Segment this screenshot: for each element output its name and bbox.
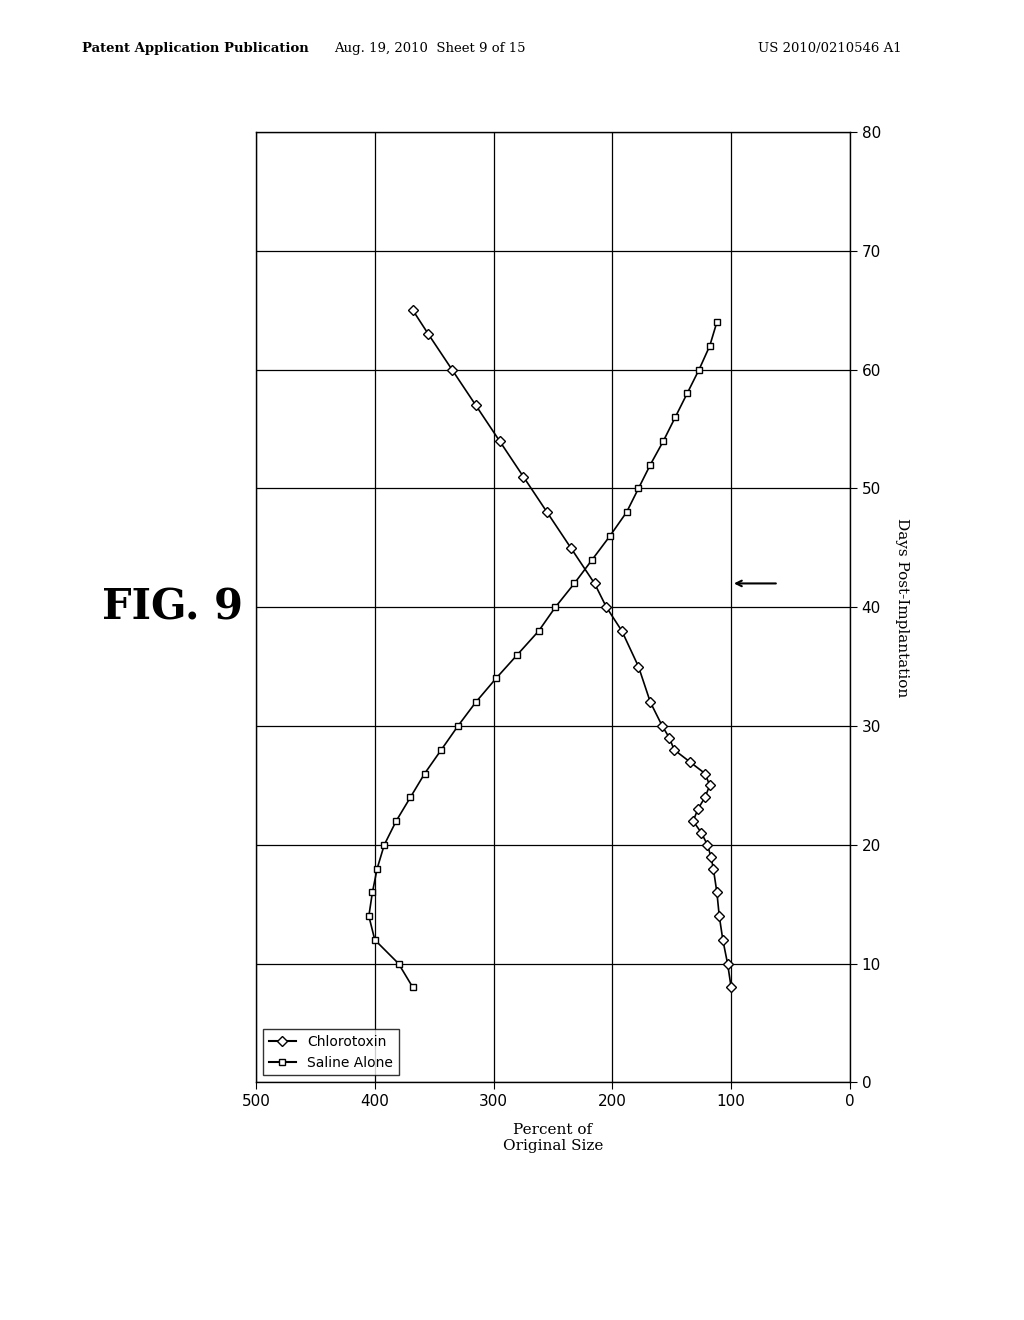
Text: FIG. 9: FIG. 9 <box>102 586 244 628</box>
Text: Patent Application Publication: Patent Application Publication <box>82 42 308 55</box>
Text: Aug. 19, 2010  Sheet 9 of 15: Aug. 19, 2010 Sheet 9 of 15 <box>334 42 526 55</box>
Legend: Chlorotoxin, Saline Alone: Chlorotoxin, Saline Alone <box>263 1030 398 1076</box>
X-axis label: Percent of
Original Size: Percent of Original Size <box>503 1123 603 1154</box>
Y-axis label: Days Post-Implantation: Days Post-Implantation <box>895 517 909 697</box>
Text: US 2010/0210546 A1: US 2010/0210546 A1 <box>758 42 901 55</box>
